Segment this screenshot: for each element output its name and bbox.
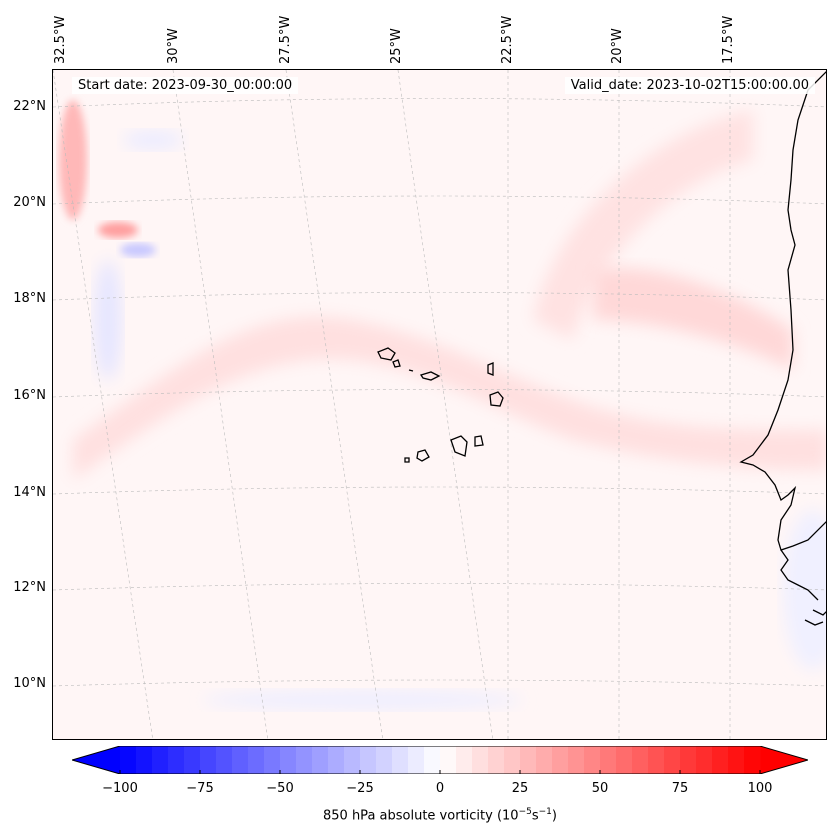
colorbar-segment [696,746,713,774]
colorbar-segment [584,746,601,774]
coastlines [377,71,826,626]
colorbar-segment [248,746,265,774]
colorbar-segment [328,746,345,774]
colorbar-segment [504,746,521,774]
colorbar-segment [600,746,617,774]
colorbar-segment [216,746,233,774]
colorbar-tick-label: 0 [435,781,445,796]
colorbar-tick-label: −75 [186,781,214,796]
colorbar-segment [744,746,761,774]
colorbar-segment [280,746,297,774]
colorbar-label: 850 hPa absolute vorticity (10−5s−1) [323,807,557,824]
colorbar-segment [360,746,377,774]
colorbar [72,746,808,774]
map-panel [52,69,827,740]
colorbar-segment [664,746,681,774]
colorbar-tick-label: 75 [671,781,689,796]
colorbar-tick-label: −100 [102,781,138,796]
valid-date-label: Valid_date: 2023-10-02T15:00:00.00 [564,77,815,94]
colorbar-segment [568,746,585,774]
colorbar-segment [488,746,505,774]
colorbar-segment [312,746,329,774]
longitude-label: 27.5°W [278,15,293,64]
colorbar-segment [552,746,569,774]
colorbar-segment [392,746,409,774]
longitude-label: 20°W [610,28,625,64]
colorbar-tick-label: −25 [346,781,374,796]
colorbar-segment [648,746,665,774]
latitude-label: 18°N [13,291,46,306]
vorticity-field [53,70,826,739]
colorbar-segment [376,746,393,774]
colorbar-segment [456,746,473,774]
colorbar-segment [632,746,649,774]
vorticity-map [53,70,826,739]
colorbar-segment [184,746,201,774]
colorbar-segment [136,746,153,774]
latitude-label: 20°N [13,195,46,210]
colorbar-segment [120,746,137,774]
latitude-label: 14°N [13,485,46,500]
longitude-label: 22.5°W [500,15,515,64]
colorbar-segment [536,746,553,774]
colorbar-tick-label: −50 [266,781,294,796]
colorbar-segment [424,746,441,774]
colorbar-segment [472,746,489,774]
latitude-label: 12°N [13,580,46,595]
latitude-label: 22°N [13,99,46,114]
colorbar-segment [680,746,697,774]
colorbar-max-arrow [760,746,808,774]
colorbar-segment [200,746,217,774]
graticule [53,70,826,739]
longitude-label: 17.5°W [721,15,736,64]
colorbar-tick-label: 25 [511,781,529,796]
longitude-label: 25°W [389,28,404,64]
colorbar-segment [232,746,249,774]
longitude-label: 30°W [166,28,181,64]
colorbar-segment [264,746,281,774]
colorbar-segment [616,746,633,774]
colorbar-segment [440,746,457,774]
colorbar-segment [520,746,537,774]
colorbar-segment [408,746,425,774]
colorbar-min-arrow [72,746,120,774]
colorbar-segment [296,746,313,774]
colorbar-segment [344,746,361,774]
longitude-label: 32.5°W [53,15,68,64]
latitude-label: 10°N [13,676,46,691]
colorbar-segment [712,746,729,774]
colorbar-tick-label: 50 [591,781,609,796]
start-date-label: Start date: 2023-09-30_00:00:00 [72,77,299,94]
colorbar-segment [168,746,185,774]
colorbar-tick-label: 100 [747,781,773,796]
colorbar-segment [152,746,169,774]
colorbar-segment [728,746,745,774]
latitude-label: 16°N [13,388,46,403]
